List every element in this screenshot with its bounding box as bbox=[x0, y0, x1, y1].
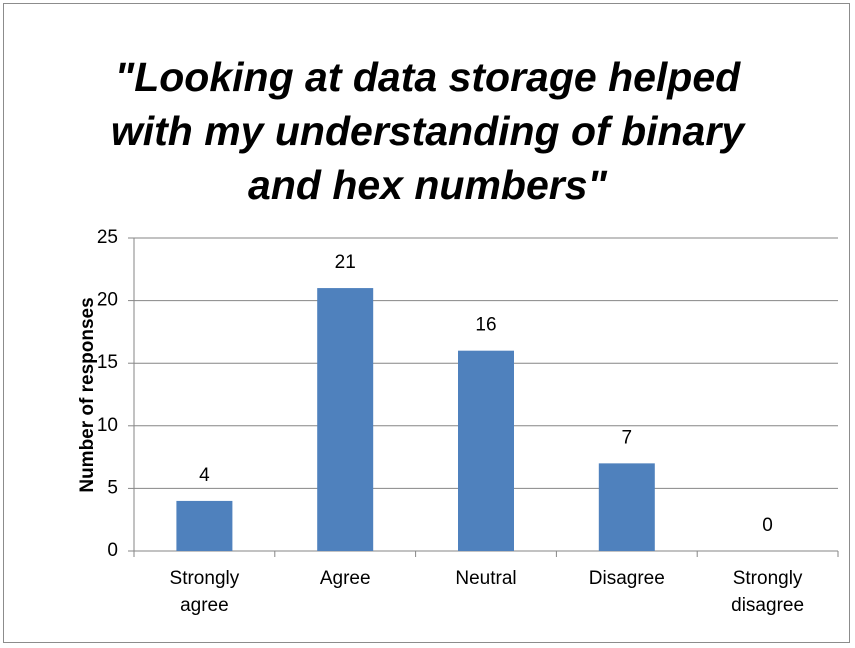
y-tick-label: 5 bbox=[107, 477, 118, 498]
y-axis-label: Number of responses bbox=[77, 297, 98, 492]
bar bbox=[176, 500, 233, 551]
y-tick-label: 10 bbox=[97, 415, 118, 436]
x-tick-label: Strongly agree bbox=[169, 568, 240, 616]
value-label: 7 bbox=[622, 427, 633, 448]
x-tick-label: Neutral bbox=[455, 568, 517, 589]
y-tick-label: 0 bbox=[107, 540, 118, 561]
bar bbox=[317, 288, 374, 551]
y-tick-label: 25 bbox=[97, 227, 118, 248]
value-label: 21 bbox=[335, 252, 356, 273]
bar bbox=[598, 463, 655, 551]
x-tick-label: Disagree bbox=[588, 568, 665, 589]
chart-border bbox=[3, 3, 850, 643]
bar bbox=[458, 350, 514, 551]
x-tick-label: Strongly disagree bbox=[731, 568, 805, 616]
value-label: 16 bbox=[475, 315, 496, 336]
y-tick-label: 20 bbox=[97, 290, 118, 311]
chart-title: "Looking at data storage helped with my … bbox=[110, 54, 745, 208]
y-tick-label: 15 bbox=[97, 352, 118, 373]
value-label: 0 bbox=[762, 515, 773, 536]
x-tick-label: Agree bbox=[319, 568, 371, 589]
value-label: 4 bbox=[199, 465, 210, 486]
